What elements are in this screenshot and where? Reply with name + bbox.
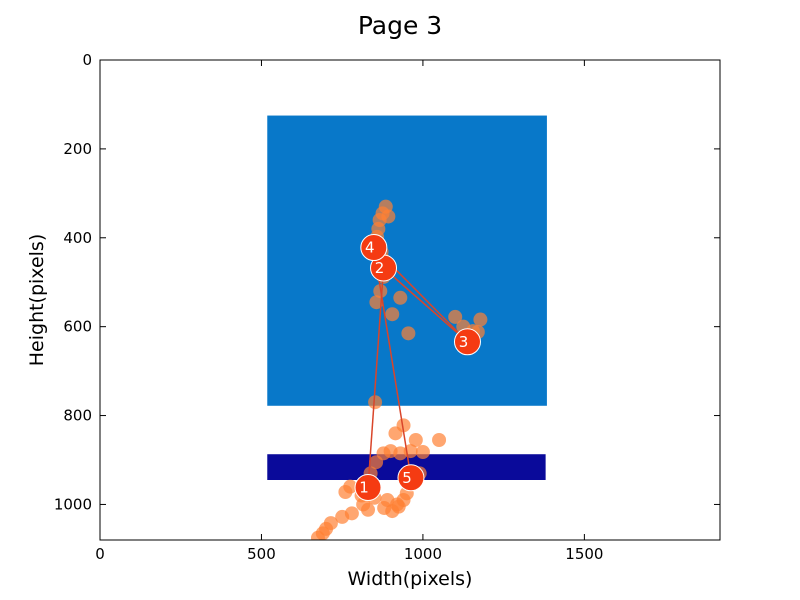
y-tick-label: 800 — [63, 407, 92, 425]
x-tick-label: 1000 — [404, 545, 442, 563]
y-tick-label: 0 — [82, 51, 92, 69]
gaze-point — [338, 485, 353, 499]
gaze-point — [408, 433, 423, 447]
fixation-label: 5 — [402, 469, 412, 487]
x-tick-label: 500 — [247, 545, 276, 563]
scanpath-segment — [367, 267, 385, 488]
scanpath-segment — [373, 247, 412, 478]
fixation-marker — [360, 234, 388, 262]
fixation-marker — [397, 464, 425, 492]
gaze-point — [335, 509, 350, 524]
gaze-point — [310, 530, 325, 540]
fixation-label: 3 — [459, 333, 469, 351]
x-tick-label: 1500 — [565, 545, 603, 563]
fixation-markers: 1 2 3 4 5 — [354, 234, 481, 502]
x-axis-ticks: 0 500 1000 1500 — [95, 60, 603, 563]
aoi-region-1 — [267, 115, 547, 406]
x-axis-label: Width(pixels) — [348, 568, 473, 590]
y-tick-label: 600 — [63, 318, 92, 336]
y-tick-label: 1000 — [54, 495, 92, 513]
gaze-point — [369, 295, 384, 310]
fixation-4: 4 — [360, 234, 388, 262]
gaze-point — [369, 455, 384, 470]
scanpath-segment — [383, 267, 468, 343]
fixation-1: 1 — [354, 474, 382, 502]
gaze-point — [432, 433, 447, 447]
fixation-3: 3 — [453, 328, 481, 356]
gaze-point — [473, 312, 488, 327]
fixation-label: 1 — [359, 479, 369, 497]
fixation-marker — [453, 328, 481, 356]
fixation-5: 5 — [397, 464, 425, 492]
y-tick-label: 200 — [63, 140, 92, 158]
fixation-marker — [354, 474, 382, 502]
plot-frame — [99, 59, 721, 541]
y-axis-label: Height(pixels) — [26, 234, 48, 367]
gaze-point — [385, 307, 400, 322]
gaze-point — [415, 445, 430, 459]
plot-border — [99, 59, 721, 541]
gaze-point — [448, 309, 463, 324]
gaze-point — [393, 290, 408, 305]
fixation-label: 4 — [365, 239, 375, 257]
chart-title: Page 3 — [358, 11, 442, 40]
gaze-point — [377, 501, 392, 515]
y-tick-label: 400 — [63, 229, 92, 247]
fixation-2: 2 — [370, 254, 398, 282]
fixation-label: 2 — [375, 259, 385, 277]
gaze-point — [390, 497, 405, 512]
gaze-point — [388, 426, 403, 441]
y-axis-ticks: 0 200 400 600 800 1000 — [54, 51, 720, 513]
gaze-point — [401, 326, 416, 341]
aoi-regions — [267, 115, 547, 480]
gaze-point — [368, 395, 383, 410]
x-tick-label: 0 — [95, 545, 105, 563]
